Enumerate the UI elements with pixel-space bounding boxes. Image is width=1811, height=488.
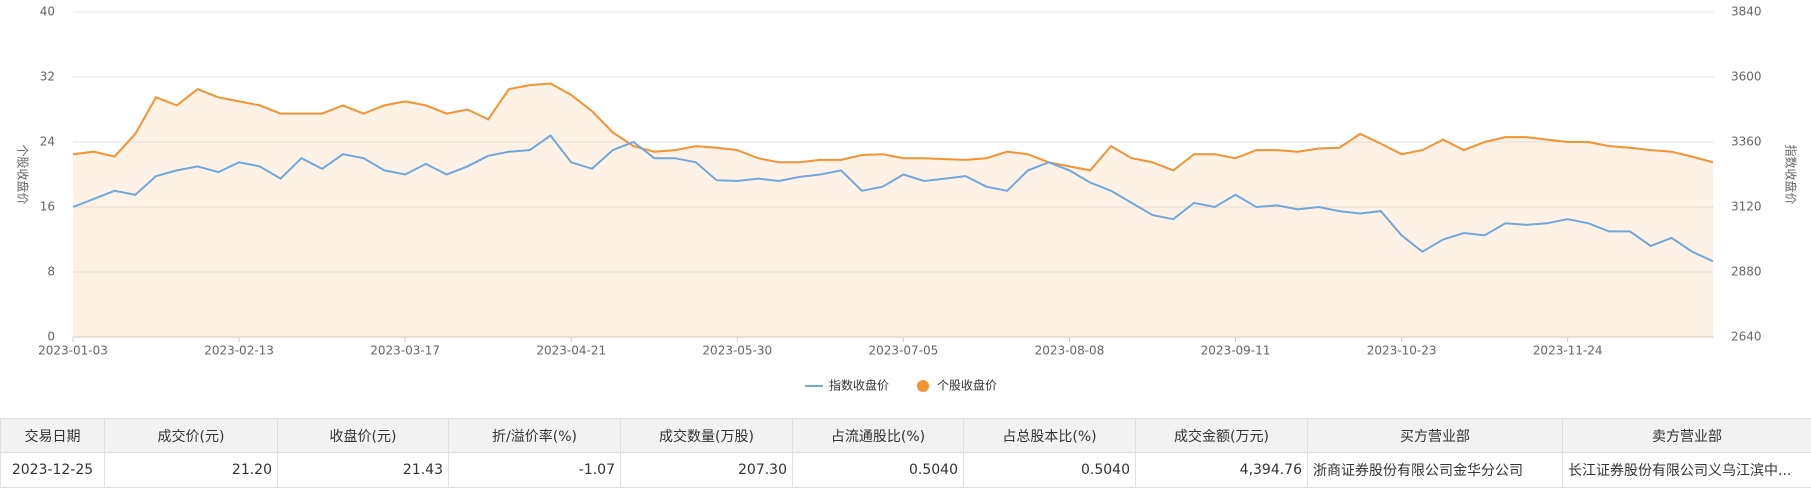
legend-label: 个股收盘价 — [937, 378, 997, 393]
table-cell: 207.30 — [621, 453, 793, 488]
table-cell: 长江证券股份有限公司义乌江滨中... — [1563, 453, 1811, 488]
x-tick-label: 2023-08-08 — [1035, 344, 1105, 358]
table-cell: 2023-12-25 — [1, 453, 105, 488]
table-cell: 21.20 — [105, 453, 278, 488]
header-cell: 占流通股比(%) — [793, 419, 964, 453]
trade-table: 交易日期成交价(元)收盘价(元)折/溢价率(%)成交数量(万股)占流通股比(%)… — [0, 418, 1811, 488]
y-tick-label: 32 — [40, 70, 55, 84]
y2-tick-label: 2640 — [1731, 330, 1762, 344]
legend-marker — [917, 380, 929, 392]
x-tick-label: 2023-04-21 — [536, 344, 606, 358]
y-tick-label: 0 — [47, 330, 55, 344]
header-cell: 卖方营业部 — [1563, 419, 1811, 453]
y-tick-label: 8 — [47, 265, 55, 279]
chart: 0816243240264028803120336036003840个股收盘价指… — [0, 0, 1811, 418]
table-cell: 21.43 — [278, 453, 449, 488]
header-cell: 成交金额(万元) — [1136, 419, 1308, 453]
y-tick-label: 16 — [40, 200, 55, 214]
x-tick-label: 2023-07-05 — [869, 344, 939, 358]
y-tick-label: 40 — [40, 5, 55, 19]
header-cell: 成交价(元) — [105, 419, 278, 453]
table-cell: -1.07 — [449, 453, 621, 488]
y2-tick-label: 3120 — [1731, 200, 1762, 214]
header-cell: 买方营业部 — [1308, 419, 1563, 453]
header-row: 交易日期成交价(元)收盘价(元)折/溢价率(%)成交数量(万股)占流通股比(%)… — [1, 419, 1811, 453]
header-cell: 占总股本比(%) — [964, 419, 1136, 453]
table-cell: 0.5040 — [793, 453, 964, 488]
x-tick-label: 2023-03-17 — [370, 344, 440, 358]
header-cell: 交易日期 — [1, 419, 105, 453]
y2-axis-title: 指数收盘价 — [1784, 144, 1799, 204]
x-tick-label: 2023-05-30 — [702, 344, 772, 358]
x-tick-label: 2023-09-11 — [1201, 344, 1271, 358]
x-tick-label: 2023-11-24 — [1533, 344, 1603, 358]
y2-tick-label: 3360 — [1731, 135, 1762, 149]
x-tick-label: 2023-01-03 — [38, 344, 108, 358]
y-axis-title: 个股收盘价 — [16, 144, 31, 204]
y2-tick-label: 3600 — [1731, 70, 1762, 84]
header-cell: 收盘价(元) — [278, 419, 449, 453]
y2-tick-label: 2880 — [1731, 265, 1762, 279]
header-cell: 成交数量(万股) — [621, 419, 793, 453]
table-cell: 4,394.76 — [1136, 453, 1308, 488]
area — [73, 84, 1713, 338]
y2-tick-label: 3840 — [1731, 5, 1762, 19]
header-cell: 折/溢价率(%) — [449, 419, 621, 453]
legend-label: 指数收盘价 — [829, 378, 889, 393]
table-cell: 0.5040 — [964, 453, 1136, 488]
x-tick-label: 2023-10-23 — [1367, 344, 1437, 358]
x-tick-label: 2023-02-13 — [204, 344, 274, 358]
y-tick-label: 24 — [40, 135, 55, 149]
table-cell: 浙商证券股份有限公司金华分公司 — [1308, 453, 1563, 488]
